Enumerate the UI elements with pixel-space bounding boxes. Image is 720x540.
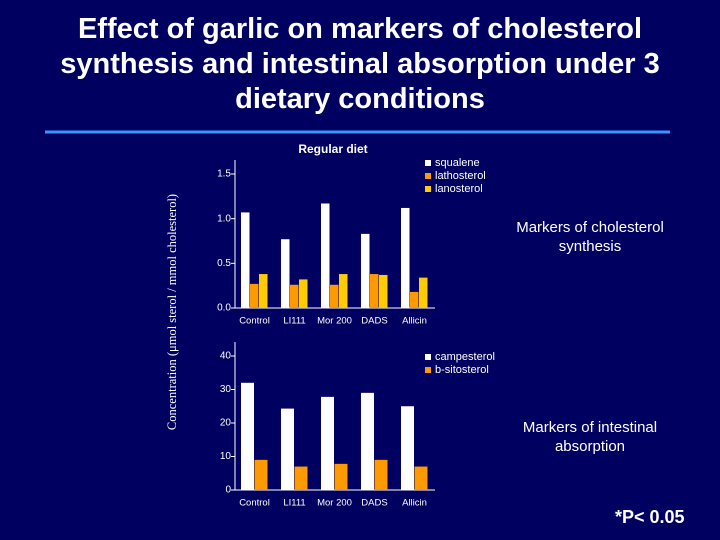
x-tick-label: Allicin (402, 498, 427, 509)
annotation: Markers of intestinal absorption (522, 419, 658, 455)
bar (254, 459, 268, 490)
y-tick-label: 1.0 (217, 213, 231, 224)
bar (281, 408, 294, 490)
y-tick-label: 40 (220, 351, 232, 362)
footnote: *P< 0.05 (615, 507, 685, 527)
bar (401, 207, 410, 308)
legend-label: campesterol (435, 351, 495, 363)
legend-marker (425, 186, 431, 192)
y-axis-label: Concentration (μmol sterol / mmol choles… (165, 194, 179, 430)
legend-marker (425, 160, 431, 166)
x-tick-label: Control (239, 316, 270, 327)
x-tick-label: LI111 (283, 498, 305, 509)
bar (294, 466, 308, 490)
bar (321, 396, 334, 490)
x-tick-label: LI111 (283, 316, 305, 327)
legend-label: squalene (435, 157, 480, 169)
bar (401, 406, 414, 490)
x-tick-label: Control (239, 498, 270, 509)
bar (414, 466, 428, 490)
x-tick-label: Mor 200 (317, 498, 352, 509)
bar (259, 274, 268, 308)
bar (281, 239, 290, 308)
y-tick-label: 0 (225, 485, 231, 496)
legend-label: b-sitosterol (435, 364, 489, 376)
bar (339, 274, 348, 308)
bar (241, 212, 250, 308)
legend-label: lanosterol (435, 183, 483, 195)
bar (330, 284, 339, 308)
legend-marker (425, 354, 431, 360)
annotation: Markers of cholesterol synthesis (516, 219, 664, 255)
title: Effect of garlic on markers of cholester… (60, 13, 660, 115)
bar (299, 279, 308, 308)
subtitle: Regular diet (298, 142, 367, 156)
legend-marker (425, 173, 431, 179)
x-tick-label: DADS (361, 316, 387, 327)
x-tick-label: Mor 200 (317, 316, 352, 327)
y-tick-label: 0.5 (217, 258, 231, 269)
bar (374, 459, 388, 490)
bar (250, 283, 259, 308)
y-tick-label: 20 (220, 418, 232, 429)
legend-marker (425, 367, 431, 373)
x-tick-label: DADS (361, 498, 387, 509)
bar (290, 284, 299, 308)
bar (361, 392, 374, 490)
y-tick-label: 10 (220, 451, 232, 462)
bar (379, 274, 388, 308)
bar (334, 463, 348, 490)
y-tick-label: 0.0 (217, 303, 231, 314)
bar (361, 233, 370, 308)
bar (321, 203, 330, 308)
y-tick-label: 1.5 (217, 169, 231, 180)
y-tick-label: 30 (220, 384, 232, 395)
bar (410, 291, 419, 308)
bar (241, 382, 254, 490)
bar (419, 277, 428, 308)
legend-label: lathosterol (435, 170, 486, 182)
x-tick-label: Allicin (402, 316, 427, 327)
bar (370, 274, 379, 308)
